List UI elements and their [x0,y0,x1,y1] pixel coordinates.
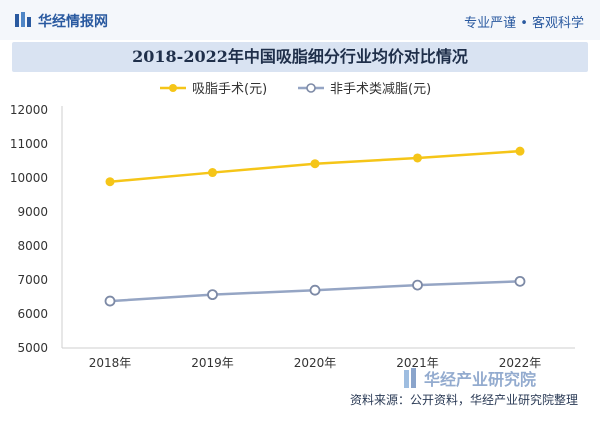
watermark-logo-icon: 华经产业研究院 [404,368,536,389]
data-point [105,177,115,187]
legend-label-1: 吸脂手术(元) [192,82,267,97]
y-tick-label: 11000 [10,137,48,151]
y-tick-label: 6000 [17,307,48,321]
x-tick-label: 2022年 [499,356,542,370]
data-point [207,289,218,301]
y-tick-label: 8000 [17,239,48,253]
watermark-text: 华经产业研究院 [424,370,536,389]
y-tick-label: 12000 [10,103,48,117]
legend: 吸脂手术(元) 非手术类减脂(元) [160,82,431,97]
data-point [412,279,423,291]
title-bar: 2018-2022年中国吸脂细分行业均价对比情况 [12,42,588,72]
data-point [208,168,217,178]
x-axis: 2018年 2019年 2020年 2021年 2022年 [62,347,575,370]
x-tick-label: 2018年 [89,356,132,370]
y-tick-label: 7000 [17,273,48,287]
y-axis: 5000 6000 7000 8000 9000 10000 11000 12000 [10,103,63,355]
plot-area [104,146,526,307]
data-point [104,295,116,307]
tagline: 专业严谨 • 客观科学 [464,16,584,31]
legend-marker-1 [169,84,177,92]
data-point [515,146,525,156]
legend-marker-2 [306,83,316,93]
y-tick-label: 10000 [10,171,48,185]
y-tick-label: 9000 [17,205,48,219]
y-tick-label: 5000 [17,341,48,355]
x-tick-label: 2020年 [294,356,337,370]
data-point [413,153,422,163]
x-tick-label: 2019年 [191,356,234,370]
source-note: 资料来源：公开资料，华经产业研究院整理 [349,393,578,407]
top-bar: 华经情报网 专业严谨 • 客观科学 [0,0,600,40]
data-point [309,284,321,296]
data-point [514,275,526,287]
brand-logo-icon [15,12,31,27]
brand-name: 华经情报网 [38,14,108,30]
watermark-logo: 华经产业研究院 [402,366,582,392]
chart-title: 2018-2022年中国吸脂细分行业均价对比情况 [132,47,468,66]
x-tick-label: 2021年 [396,356,439,370]
data-point [310,159,320,169]
legend-label-2: 非手术类减脂(元) [330,82,431,97]
